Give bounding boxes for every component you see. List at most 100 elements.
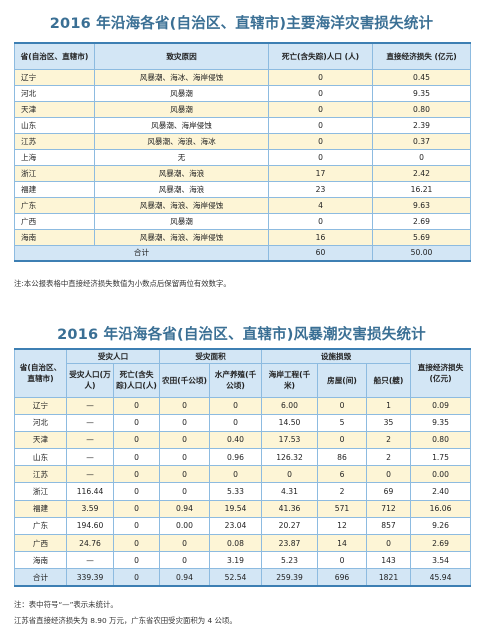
cell: 24.76 [66, 533, 114, 553]
cell: 0 [365, 465, 412, 484]
table-row: 广东 194.60 0 0.00 23.04 20.27 12 857 9.26 [14, 516, 472, 536]
cell: — [66, 430, 114, 450]
cell: 2.40 [410, 482, 472, 501]
note: 江苏省直接经济损失为 8.90 万元，广东省农田受灾面积为 4 公顷。 [14, 616, 237, 625]
cell: 0.00 [159, 516, 210, 536]
total-cell: 0 [113, 568, 160, 587]
table-row: 合计 339.39 0 0.94 52.54 259.39 696 1821 45.94 [14, 568, 472, 587]
table-row: 天津 风暴潮 0 0.80 [14, 100, 471, 118]
cell: 风暴潮、海岸侵蚀 [94, 116, 269, 134]
cell: — [66, 551, 114, 570]
cell: 0 [317, 396, 367, 415]
cell: 19.54 [209, 499, 262, 518]
cell: — [66, 448, 114, 467]
storm-surge-table: 省(自治区、直辖市) 受灾人口 受灾面积 设施损毁 直接经济损失(亿元) 受灾人口(万人)… [14, 348, 472, 588]
row-header: 辽宁 [14, 396, 67, 415]
column-subheader: 农田(千公顷) [159, 362, 210, 398]
table-row: 山东 —0 0 0.96 126.32 86 2 1.75 [14, 448, 472, 467]
table-row: 浙江 116.44 0 0 5.33 4.31 2 69 2.40 [14, 482, 472, 501]
cell: 风暴潮、海浪、海岸侵蚀 [94, 196, 269, 214]
cell: 116.44 [66, 482, 114, 501]
cell: 14.50 [261, 413, 318, 432]
column-header: 受灾人口 [66, 348, 160, 364]
total-cell: 339.39 [66, 568, 114, 587]
cell: 0.00 [410, 465, 472, 484]
cell: 3.54 [410, 551, 472, 570]
row-header: 江苏 [14, 465, 67, 484]
cell: 0 [268, 84, 373, 102]
cell: 0.37 [372, 132, 471, 150]
cell: 5 [317, 413, 367, 432]
column-header: 设施损毁 [260, 348, 412, 364]
cell: 1 [365, 396, 412, 415]
cell: 0.96 [209, 448, 262, 467]
cell: 0.09 [410, 396, 472, 415]
cell: 20.27 [261, 516, 318, 536]
cell: 16 [268, 228, 373, 246]
table-row: 辽宁 风暴潮、海冰、海岸侵蚀 0 0.45 [14, 68, 471, 86]
table-row: 合计 60 50.00 [14, 244, 471, 262]
cell: 风暴潮、海浪 [94, 164, 269, 182]
table-row: 浙江 风暴潮、海浪 17 2.42 [14, 164, 471, 182]
cell: 0 [113, 551, 160, 570]
cell: 143 [365, 551, 412, 570]
cell: 5.23 [261, 551, 318, 570]
cell: 0 [113, 516, 160, 536]
total-cell: 1821 [365, 568, 412, 587]
column-header: 直接经济损失 (亿元) [372, 42, 471, 70]
cell: — [66, 413, 114, 432]
cell: 0 [317, 551, 367, 570]
cell: 3.19 [209, 551, 262, 570]
cell: 风暴潮、海浪 [94, 180, 269, 198]
cell: 0 [113, 499, 160, 518]
cell: 风暴潮、海浪、海岸侵蚀 [94, 228, 269, 246]
row-header: 浙江 [14, 164, 95, 182]
cell: 风暴潮 [94, 212, 269, 230]
row-header: 上海 [14, 148, 95, 166]
cell: 0.45 [372, 68, 471, 86]
table-row: 海南 风暴潮、海浪、海岸侵蚀 16 5.69 [14, 228, 471, 246]
column-subheader: 水产养殖(千公顷) [209, 362, 262, 398]
cell: 0 [261, 465, 318, 484]
cell: 0 [209, 413, 262, 432]
table-row: 广东 风暴潮、海浪、海岸侵蚀 4 9.63 [14, 196, 471, 214]
column-header: 省(自治区、直辖市) [14, 42, 95, 70]
cell: 6.00 [261, 396, 318, 415]
table-row: 河北 风暴潮 0 9.35 [14, 84, 471, 102]
cell: 0 [268, 212, 373, 230]
cell: 17.53 [261, 430, 318, 450]
cell: 2 [317, 482, 367, 501]
row-header: 江苏 [14, 132, 95, 150]
cell: 0.80 [410, 430, 472, 450]
column-header: 死亡(含失踪)人口 (人) [268, 42, 373, 70]
column-subheader: 海岸工程(千米) [261, 362, 318, 398]
table-row: 河北 —0 0 0 14.50 5 35 9.35 [14, 413, 472, 432]
cell: 0 [209, 396, 262, 415]
cell: 35 [365, 413, 412, 432]
row-header: 辽宁 [14, 68, 95, 86]
cell: 712 [365, 499, 412, 518]
cell: 0 [209, 465, 262, 484]
table-row: 广西 24.76 0 0 0.08 23.87 14 0 2.69 [14, 533, 472, 553]
cell: 23.04 [209, 516, 262, 536]
total-cell: 50.00 [372, 244, 471, 262]
table-row: 海南 —0 0 3.19 5.23 0 143 3.54 [14, 551, 472, 570]
cell: 0 [159, 396, 210, 415]
table-row: 广西 风暴潮 0 2.69 [14, 212, 471, 230]
cell: 2.42 [372, 164, 471, 182]
row-header: 天津 [14, 100, 95, 118]
cell: 0 [317, 430, 367, 450]
cell: 2 [365, 448, 412, 467]
row-header: 山东 [14, 448, 67, 467]
cell: 9.35 [410, 413, 472, 432]
cell: — [66, 465, 114, 484]
cell: 1.75 [410, 448, 472, 467]
cell: 5.33 [209, 482, 262, 501]
column-header: 直接经济损失(亿元) [410, 348, 472, 398]
cell: 857 [365, 516, 412, 536]
row-header: 河北 [14, 84, 95, 102]
row-header: 广东 [14, 196, 95, 214]
cell: 2.69 [372, 212, 471, 230]
cell: 9.63 [372, 196, 471, 214]
cell: 0 [268, 132, 373, 150]
